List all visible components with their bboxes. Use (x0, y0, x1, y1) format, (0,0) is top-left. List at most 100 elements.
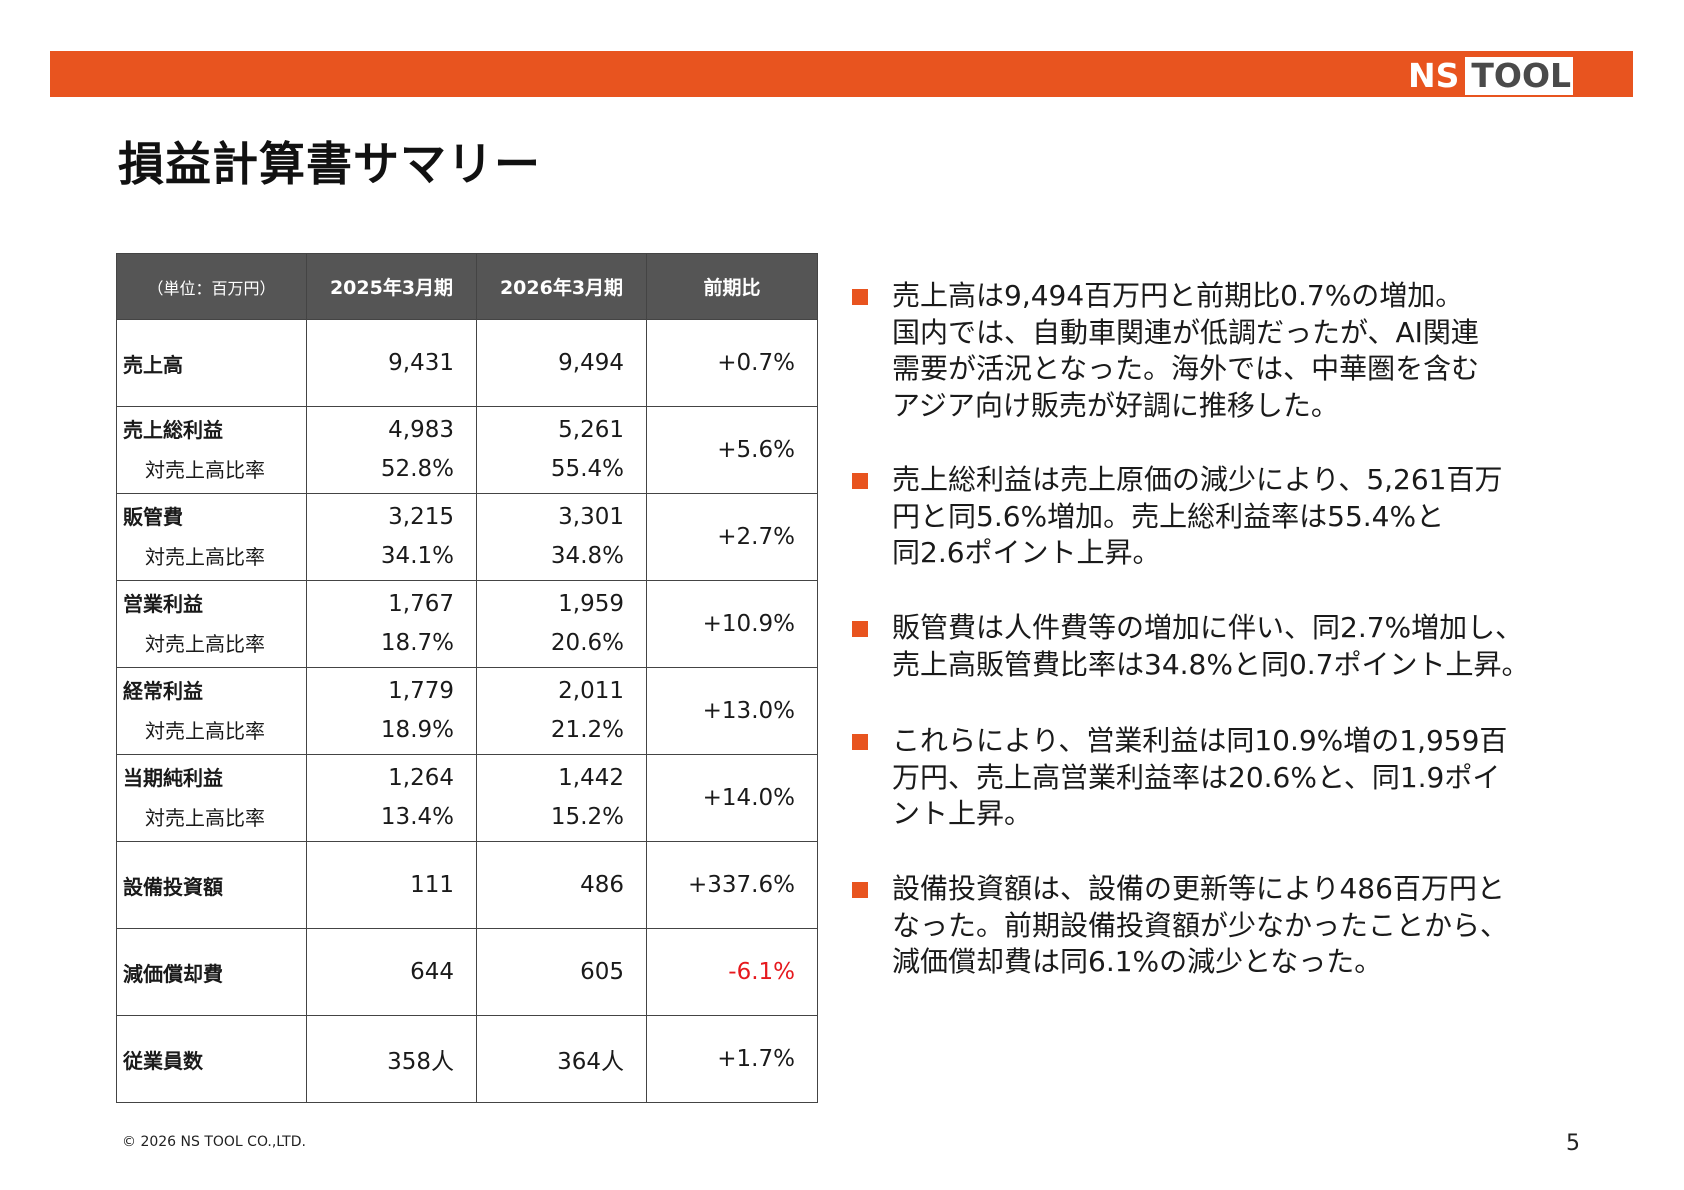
value-cell-2026: 3,301 34.8% (476, 493, 647, 581)
row-label: 販管費 (123, 504, 183, 529)
value-cell-2026: 364人 (476, 1015, 647, 1103)
bullet-line: 設備投資額は、設備の更新等により486百万円と (892, 872, 1505, 905)
value-cell-2025: 3,215 34.1% (306, 493, 477, 581)
page-number: 5 (1566, 1131, 1580, 1156)
ratio-2026: 55.4% (550, 456, 624, 482)
bullet-text: 売上高は9,494百万円と前期比0.7%の増加。 国内では、自動車関連が低調だった… (892, 278, 1479, 424)
value-cell-2026: 1,959 20.6% (476, 580, 647, 668)
value-cell-2025: 1,779 18.9% (306, 667, 477, 755)
bullet-line: 販管費は人件費等の増加に伴い、同2.7%増加し、 (892, 611, 1524, 644)
row-sub-label: 対売上高比率 (145, 718, 265, 743)
change-value: +5.6% (717, 437, 795, 463)
table-row: 従業員数 358人 364人 +1.7% (116, 1015, 818, 1103)
ratio-2025: 34.1% (380, 543, 454, 569)
row-label-cell: 売上高 (116, 319, 307, 407)
change-cell: +10.9% (646, 580, 818, 668)
row-label-cell: 売上総利益対売上高比率 (116, 406, 307, 494)
unit-header: （単位：百万円） (116, 253, 307, 320)
change-cell: -6.1% (646, 928, 818, 1016)
bullet-item: これらにより、営業利益は同10.9%増の1,959百 万円、売上高営業利益率は20… (852, 723, 1507, 833)
bullet-line: これらにより、営業利益は同10.9%増の1,959百 (892, 724, 1508, 757)
logo-ns-text: NS (1402, 57, 1466, 95)
table-row: 設備投資額 111 486 +337.6% (116, 841, 818, 929)
bullet-item: 売上高は9,494百万円と前期比0.7%の増加。 国内では、自動車関連が低調だった… (852, 278, 1479, 424)
ratio-2026: 15.2% (550, 804, 624, 830)
bullet-line: アジア向け販売が好調に推移した。 (892, 388, 1339, 422)
bullet-line: 売上高販管費比率は34.8%と同0.7ポイント上昇。 (892, 647, 1530, 681)
row-label: 営業利益 (123, 591, 203, 616)
change-cell: +337.6% (646, 841, 818, 929)
value-2026: 3,301 (558, 504, 624, 530)
table-row: 経常利益対売上高比率 1,779 18.9% 2,011 21.2% +13.0% (116, 667, 818, 755)
change-cell: +14.0% (646, 754, 818, 842)
bullet-line: 万円、売上高営業利益率は20.6%と、同1.9ポイ (892, 760, 1501, 794)
change-value: +2.7% (717, 524, 795, 550)
value-2025: 1,779 (388, 678, 454, 704)
row-label-cell: 販管費対売上高比率 (116, 493, 307, 581)
row-label: 売上高 (123, 352, 183, 377)
ratio-2025: 18.7% (380, 630, 454, 656)
value-2026: 486 (580, 872, 624, 898)
income-statement-table: （単位：百万円） 2025年3月期 2026年3月期 前期比 売上高 9,431 9… (116, 253, 818, 1103)
change-cell: +0.7% (646, 319, 818, 407)
change-cell: +2.7% (646, 493, 818, 581)
value-2025: 644 (410, 959, 454, 985)
bullet-text: 売上総利益は売上原価の減少により、5,261百万 円と同5.6%増加。売上総利益率… (892, 462, 1502, 572)
bullet-text: 販管費は人件費等の増加に伴い、同2.7%増加し、 売上高販管費比率は34.8%と同… (892, 610, 1529, 683)
value-cell-2025: 9,431 (306, 319, 477, 407)
value-2025: 358人 (387, 1049, 454, 1075)
table-row: 当期純利益 対売上高比率 1,264 13.4% 1,442 15.2% +14.0% (116, 754, 818, 842)
change-cell: +13.0% (646, 667, 818, 755)
value-2025: 111 (410, 872, 454, 898)
value-cell-2026: 5,261 55.4% (476, 406, 647, 494)
change-value: +14.0% (702, 785, 795, 811)
ratio-2025: 18.9% (380, 717, 454, 743)
fy2026-header: 2026年3月期 (476, 253, 647, 320)
change-value: -6.1% (728, 959, 795, 985)
row-label: 従業員数 (123, 1048, 203, 1073)
row-label: 経常利益 (123, 678, 203, 703)
table-row: 売上高 9,431 9,494 +0.7% (116, 319, 818, 407)
row-sub-label: 対売上高比率 (145, 457, 265, 482)
value-2026: 9,494 (558, 350, 624, 376)
value-cell-2026: 2,011 21.2% (476, 667, 647, 755)
bullet-square-icon (852, 473, 868, 489)
change-value: +337.6% (688, 872, 795, 898)
value-2026: 1,442 (558, 765, 624, 791)
bullet-line: 円と同5.6%増加。売上総利益率は55.4%と (892, 499, 1445, 533)
row-label: 設備投資額 (123, 874, 223, 899)
value-cell-2025: 358人 (306, 1015, 477, 1103)
bullet-text: 設備投資額は、設備の更新等により486百万円と なった。前期設備投資額が少なかった… (892, 871, 1508, 981)
table-row: 営業利益 対売上高比率 1,767 18.7% 1,959 20.6% +10.9% (116, 580, 818, 668)
row-label-cell: 当期純利益 対売上高比率 (116, 754, 307, 842)
copyright: © 2026 NS TOOL CO.,LTD. (122, 1134, 306, 1150)
change-cell: +1.7% (646, 1015, 818, 1103)
table-row: 販管費対売上高比率 3,215 34.1% 3,301 34.8% +2.7% (116, 493, 818, 581)
bullet-line: 需要が活況となった。海外では、中華圏を含む (892, 352, 1480, 385)
change-value: +10.9% (702, 611, 795, 637)
ratio-2026: 34.8% (550, 543, 624, 569)
value-2025: 1,767 (388, 591, 454, 617)
value-cell-2025: 4,983 52.8% (306, 406, 477, 494)
change-header: 前期比 (646, 253, 818, 320)
change-value: +13.0% (702, 698, 795, 724)
table-row: 売上総利益 対売上高比率 4,983 52.8% 5,261 55.4% +5.6% (116, 406, 818, 494)
bullet-line: 同2.6ポイント上昇。 (892, 536, 1161, 569)
value-2025: 3,215 (388, 504, 454, 530)
value-cell-2025: 1,264 13.4% (306, 754, 477, 842)
bullet-text: これらにより、営業利益は同10.9%増の1,959百 万円、売上高営業利益率は20… (892, 723, 1507, 833)
value-2026: 605 (580, 959, 624, 985)
change-value: +1.7% (717, 1046, 795, 1072)
value-2026: 1,959 (558, 591, 624, 617)
logo-tool-text: TOOL (1465, 57, 1574, 95)
bullet-line: 売上高は9,494百万円と前期比0.7%の増加。 (892, 279, 1464, 312)
bullet-line: 減価償却費は同6.1%の減少となった。 (892, 945, 1383, 978)
value-cell-2026: 486 (476, 841, 647, 929)
value-cell-2025: 644 (306, 928, 477, 1016)
row-sub-label: 対売上高比率 (145, 544, 265, 569)
table-row: 減価償却費 644 605 -6.1% (116, 928, 818, 1016)
bullet-line: 国内では、自動車関連が低調だったが、AI関連 (892, 315, 1479, 349)
value-cell-2026: 605 (476, 928, 647, 1016)
change-cell: +5.6% (646, 406, 818, 494)
row-label: 売上総利益 (123, 417, 223, 442)
